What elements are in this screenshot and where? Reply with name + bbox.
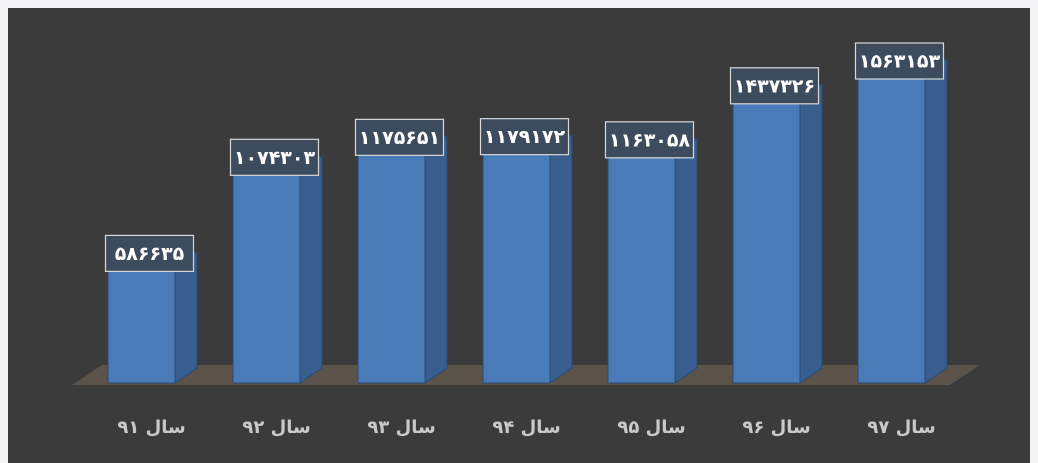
x-tick-label: سال ۹۱ [117,417,185,438]
x-tick-label: سال ۹۲ [242,417,310,438]
value-label: ۱۴۳۷۳۲۶ [734,75,815,97]
bar [232,170,301,384]
bar [732,99,801,384]
value-label: ۱۱۶۳۰۵۸ [609,129,691,151]
x-tick-label: سال ۹۷ [867,417,935,438]
value-label-box [854,42,945,80]
x-tick-label: سال ۹۳ [367,417,435,438]
value-label: ۱۰۷۴۳۰۳ [234,147,316,169]
value-label-box [729,67,820,105]
value-label-box [104,234,195,273]
value-label-box [354,118,445,156]
x-tick-label: سال ۹۵ [617,417,685,438]
bar-side [674,137,698,384]
bars: ۵۸۶۶۳۵ سال ۹۱ ۱۰۷۴۳۰۳ سال ۹۲ ۱۱۷۵۶۵۱ سال ۹۳ ۱۱… [104,42,949,438]
x-tick-label: سال ۹۶ [742,417,810,438]
value-label-box [604,121,695,159]
value-label-box [229,138,320,176]
bar [607,153,676,384]
bar [107,266,176,384]
bar-side [549,134,573,384]
value-label: ۱۱۷۹۱۷۲ [484,126,566,148]
value-label: ۱۵۶۳۱۵۳ [859,51,941,73]
bar [482,150,551,384]
value-label: ۱۱۷۵۶۵۱ [359,127,440,149]
bar-side [424,135,448,384]
bar [857,74,926,384]
bar-side [299,155,323,384]
bar-side [799,83,823,384]
bar [357,150,426,384]
bar-side [924,59,948,384]
value-label-box [479,118,570,156]
x-tick-label: سال ۹۴ [492,417,560,438]
value-label: ۵۸۶۶۳۵ [115,243,185,265]
